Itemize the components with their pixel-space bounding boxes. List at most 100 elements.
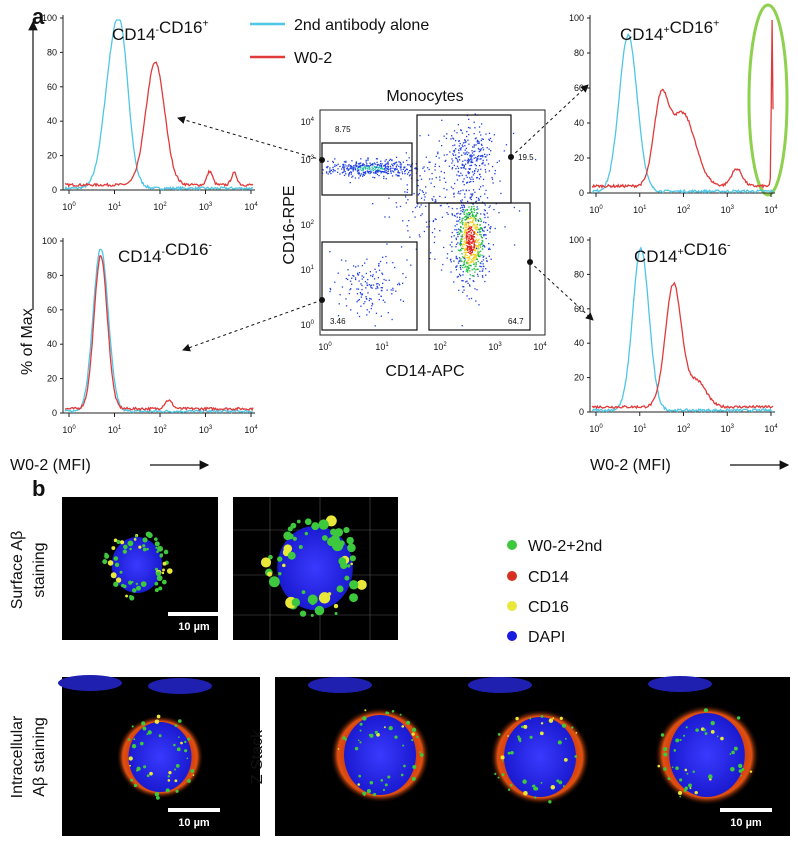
event-dot xyxy=(378,262,380,265)
event-dot xyxy=(361,288,363,291)
event-dot xyxy=(467,160,469,162)
event-dot xyxy=(414,216,416,218)
label-sup: - xyxy=(155,24,159,36)
event-dot xyxy=(468,248,470,250)
event-dot xyxy=(464,149,466,151)
event-dot xyxy=(420,197,423,199)
speck xyxy=(339,540,345,547)
event-dot xyxy=(456,216,458,218)
speck xyxy=(497,733,501,736)
event-dot xyxy=(469,225,471,227)
event-dot xyxy=(351,167,353,170)
event-dot xyxy=(464,226,466,229)
event-dot xyxy=(459,216,461,218)
event-dot xyxy=(343,170,345,172)
event-dot xyxy=(470,178,472,181)
event-dot xyxy=(470,217,472,219)
speck xyxy=(494,772,497,775)
event-dot xyxy=(325,166,328,168)
event-dot xyxy=(355,165,358,168)
event-dot xyxy=(477,228,480,231)
event-dot xyxy=(469,251,471,253)
tick-exp: 3 xyxy=(731,205,735,211)
event-dot xyxy=(431,178,433,180)
event-dot xyxy=(422,167,424,169)
speck xyxy=(689,787,692,790)
event-dot xyxy=(463,183,465,186)
event-dot xyxy=(457,156,460,158)
event-dot xyxy=(479,244,481,246)
event-dot xyxy=(477,219,480,222)
speck xyxy=(131,725,134,728)
event-dot xyxy=(345,173,347,175)
event-dot xyxy=(377,171,379,173)
event-dot xyxy=(359,175,361,177)
event-dot xyxy=(374,171,377,173)
event-dot xyxy=(460,190,462,192)
speck xyxy=(318,519,329,530)
event-dot xyxy=(477,147,480,150)
label-part: CD14 xyxy=(112,25,155,44)
tick-base: 10 xyxy=(301,117,311,127)
speck xyxy=(107,560,114,566)
event-dot xyxy=(382,168,384,171)
speck xyxy=(146,733,149,736)
event-dot xyxy=(461,243,464,246)
event-dot xyxy=(471,217,473,219)
event-dot xyxy=(467,227,470,229)
event-dot xyxy=(360,158,362,160)
event-dot xyxy=(386,162,388,164)
event-dot xyxy=(466,135,468,138)
event-dot xyxy=(453,149,456,151)
event-dot xyxy=(467,221,469,224)
speck xyxy=(177,719,182,723)
event-dot xyxy=(381,287,384,289)
event-dot xyxy=(477,142,479,145)
event-dot xyxy=(476,268,478,270)
event-dot xyxy=(476,258,478,261)
tick-base: 10 xyxy=(533,342,543,352)
event-dot xyxy=(464,216,466,218)
event-dot xyxy=(446,189,448,191)
event-dot xyxy=(385,255,387,258)
row-label: Aβ staining xyxy=(31,717,48,796)
event-dot xyxy=(471,209,473,211)
event-dot xyxy=(449,151,451,153)
event-dot xyxy=(465,168,467,170)
event-dot xyxy=(475,247,478,250)
event-dot xyxy=(459,264,462,267)
event-dot xyxy=(459,193,461,195)
event-dot xyxy=(357,169,359,171)
event-dot xyxy=(474,250,477,252)
event-dot xyxy=(366,170,369,172)
event-dot xyxy=(434,218,436,220)
event-dot xyxy=(470,253,472,255)
event-dot xyxy=(367,166,369,168)
event-dot xyxy=(459,242,461,244)
event-dot xyxy=(413,192,415,195)
tick-label: 100 xyxy=(301,320,315,330)
event-dot xyxy=(372,284,375,286)
event-dot xyxy=(340,259,343,261)
event-dot xyxy=(347,269,349,271)
event-dot xyxy=(480,143,483,146)
event-dot xyxy=(484,209,487,212)
event-dot xyxy=(469,209,472,211)
event-dot xyxy=(395,161,398,163)
event-dot xyxy=(447,213,449,216)
event-dot xyxy=(463,167,465,169)
event-dot xyxy=(466,256,469,259)
event-dot xyxy=(467,239,470,242)
speck xyxy=(380,779,384,782)
tick-base: 10 xyxy=(375,342,385,352)
event-dot xyxy=(468,181,471,183)
event-dot xyxy=(460,210,462,212)
event-dot xyxy=(365,295,367,298)
event-dot xyxy=(382,171,385,173)
event-dot xyxy=(428,161,430,163)
event-dot xyxy=(460,200,462,202)
event-dot xyxy=(481,144,483,147)
event-dot xyxy=(473,157,475,159)
highlight xyxy=(747,3,789,197)
event-dot xyxy=(457,235,459,238)
